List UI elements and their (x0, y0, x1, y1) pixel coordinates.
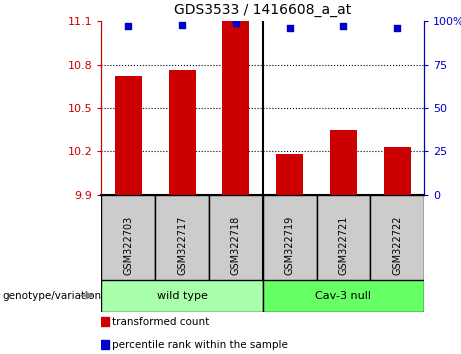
Text: percentile rank within the sample: percentile rank within the sample (112, 339, 288, 350)
Bar (317, 195, 370, 280)
Bar (370, 195, 424, 280)
Title: GDS3533 / 1416608_a_at: GDS3533 / 1416608_a_at (174, 4, 351, 17)
Text: transformed count: transformed count (112, 317, 209, 327)
Text: GSM322717: GSM322717 (177, 216, 187, 275)
Bar (384, 147, 411, 195)
Bar (101, 340, 108, 349)
Text: GSM322718: GSM322718 (231, 216, 241, 275)
Bar (209, 195, 263, 280)
Bar (115, 76, 142, 195)
Bar (263, 280, 424, 312)
Bar (330, 130, 357, 195)
Bar (222, 21, 249, 195)
Bar (101, 317, 108, 326)
Point (178, 22, 186, 28)
Bar (169, 70, 195, 195)
Text: GSM322703: GSM322703 (123, 216, 133, 275)
Text: genotype/variation: genotype/variation (2, 291, 101, 301)
Text: wild type: wild type (157, 291, 207, 301)
Text: GSM322719: GSM322719 (284, 216, 295, 275)
Bar (101, 280, 263, 312)
Point (286, 25, 293, 31)
Text: GSM322721: GSM322721 (338, 216, 349, 275)
Text: Cav-3 null: Cav-3 null (315, 291, 372, 301)
Point (124, 24, 132, 29)
Text: GSM322722: GSM322722 (392, 216, 402, 275)
Point (394, 25, 401, 31)
Bar (155, 195, 209, 280)
Point (340, 24, 347, 29)
Bar (276, 154, 303, 195)
Point (232, 20, 240, 26)
Bar (101, 195, 155, 280)
Bar (263, 195, 317, 280)
